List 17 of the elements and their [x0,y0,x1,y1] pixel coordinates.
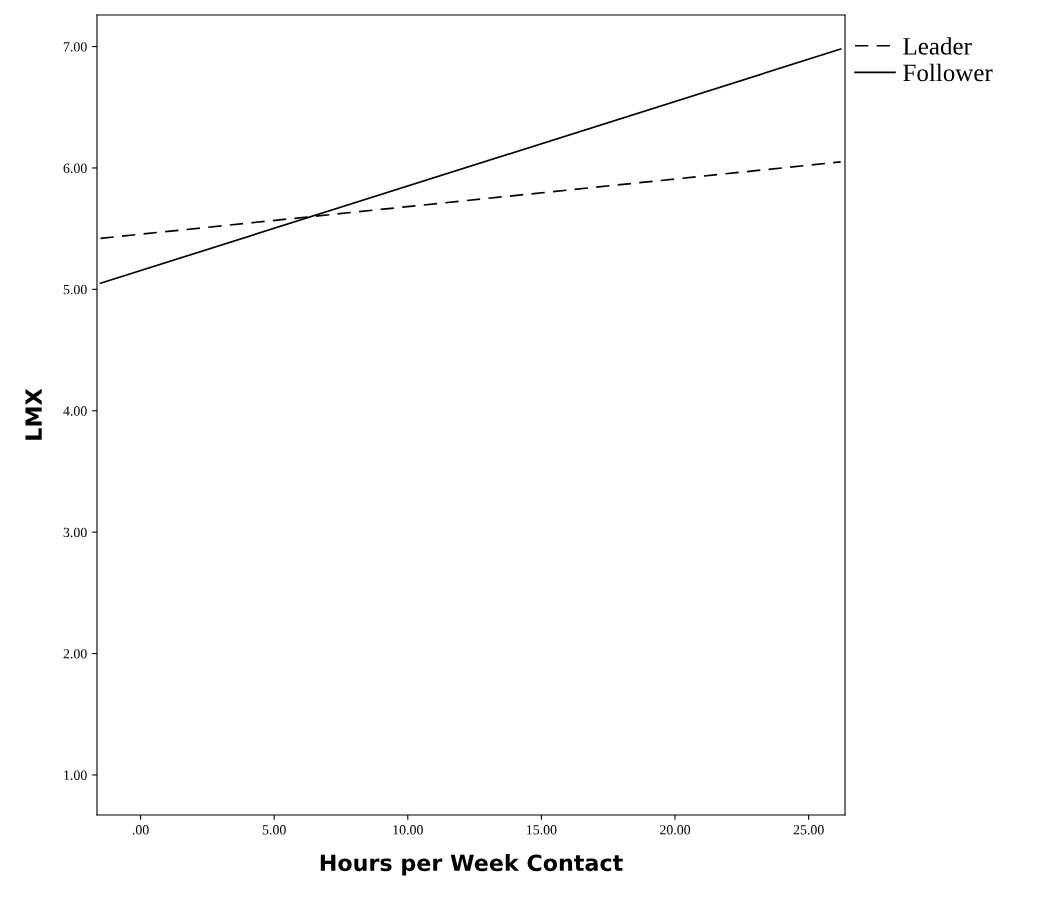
y-tick-label: 2.00 [63,649,87,659]
y-tick-label: 5.00 [63,284,87,295]
y-tick-label: 6.00 [63,163,87,173]
x-tick-label: 20.00 [660,825,691,835]
y-tick-label: 7.00 [63,42,87,52]
legend-label: Follower [903,63,993,82]
x-tick-label: .00 [132,825,149,835]
x-axis-title: Hours per Week Contact [320,853,623,876]
x-tick-label: 10.00 [393,825,423,835]
y-axis-title: LMX [25,388,42,440]
y-tick-label: 4.00 [63,406,87,416]
x-tick-label: 15.00 [527,825,557,835]
x-tick-label: 25.00 [793,825,824,835]
y-tick-label: 1.00 [64,770,87,780]
y-tick-label: 3.00 [63,527,87,538]
x-tick-label: 5.00 [262,825,286,835]
legend-label: Leader [903,37,972,55]
